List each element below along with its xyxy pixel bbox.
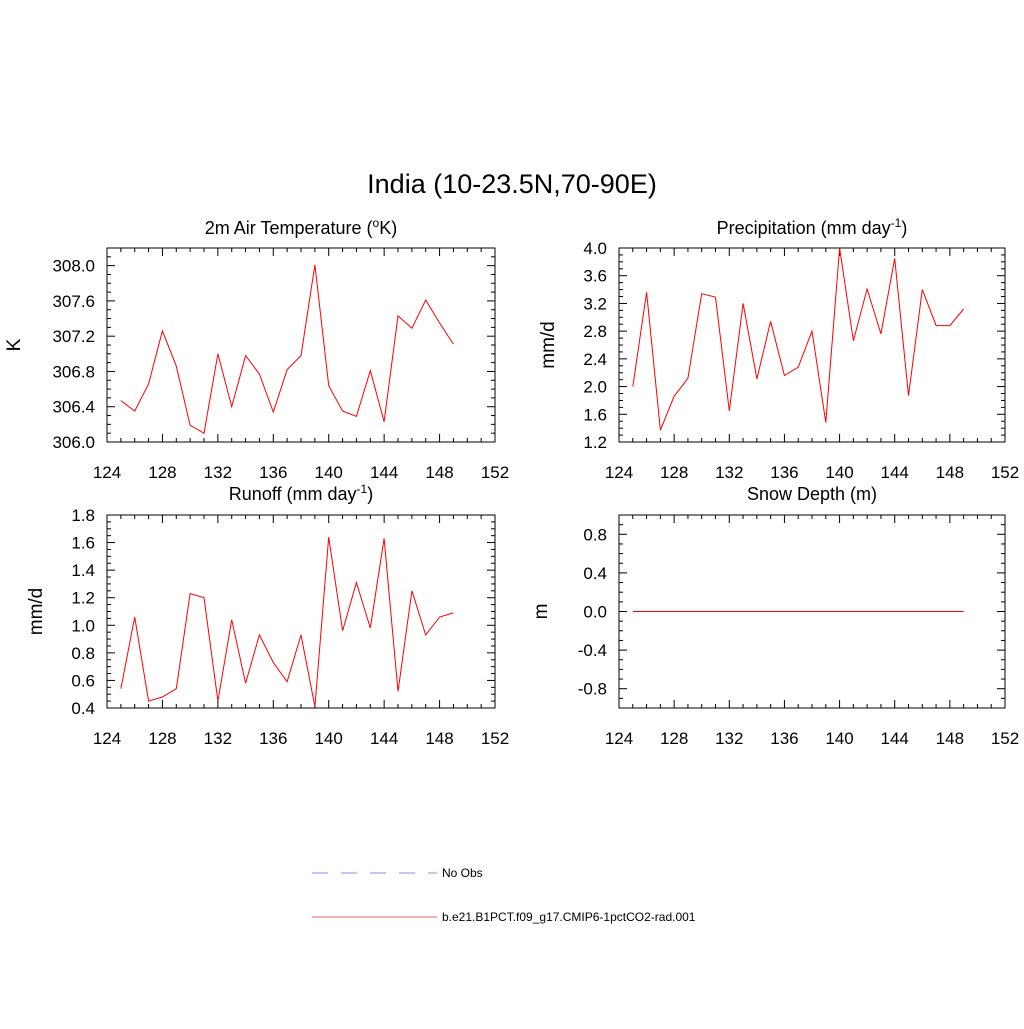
- y-tick-label: 307.6: [52, 292, 95, 311]
- y-tick-label: 0.0: [583, 603, 607, 622]
- panel-title: Runoff (mm day-1): [229, 482, 373, 504]
- x-tick-label: 148: [425, 729, 453, 748]
- x-tick-label: 144: [881, 463, 909, 482]
- y-tick-label: 1.2: [583, 433, 607, 452]
- x-tick-label: 152: [991, 463, 1019, 482]
- y-tick-label: 1.2: [71, 589, 95, 608]
- y-tick-label: 1.0: [71, 616, 95, 635]
- y-tick-label: 2.4: [583, 350, 607, 369]
- y-axis-label: mm/d: [538, 321, 559, 369]
- panel-3: 124 128 132 136 140 144 148 152 0.4 0.6 0.8 1.0 1.2 1…: [26, 482, 509, 748]
- x-tick-label: 132: [204, 463, 232, 482]
- panel-title: Snow Depth (m): [747, 484, 877, 504]
- y-tick-label: 307.2: [52, 327, 95, 346]
- x-tick-label: 128: [660, 729, 688, 748]
- x-tick-label: 140: [825, 463, 853, 482]
- legend: No Obs b.e21.B1PCT.f09_g17.CMIP6-1pctCO2…: [312, 866, 696, 924]
- x-tick-label: 136: [259, 463, 287, 482]
- x-tick-label: 124: [93, 463, 121, 482]
- x-tick-label: 152: [481, 729, 509, 748]
- y-tick-label: 2.8: [583, 322, 607, 341]
- x-tick-label: 128: [660, 463, 688, 482]
- x-tick-label: 148: [936, 729, 964, 748]
- panel-title: 2m Air Temperature (oK): [205, 216, 397, 238]
- x-tick-label: 140: [315, 463, 343, 482]
- x-tick-label: 144: [881, 729, 909, 748]
- x-tick-label: 124: [605, 729, 633, 748]
- y-tick-label: 0.6: [71, 671, 95, 690]
- panels: 124 128 132 136 140 144 148 152 306.0 306.4 306.8 3…: [4, 216, 1019, 748]
- plot-frame: [618, 247, 1006, 443]
- y-tick-label: 3.6: [583, 267, 607, 286]
- y-tick-label: 306.8: [52, 362, 95, 381]
- y-tick-label: 3.2: [583, 294, 607, 313]
- x-tick-label: 152: [991, 729, 1019, 748]
- x-tick-label: 148: [425, 463, 453, 482]
- y-tick-label: 0.8: [71, 644, 95, 663]
- y-axis-label: K: [4, 338, 25, 351]
- panel-2: 124 128 132 136 140 144 148 152 1.2 1.6 2.0 2.4 2.8 3…: [538, 216, 1019, 482]
- plot-frame: [106, 247, 496, 443]
- x-tick-label: 124: [605, 463, 633, 482]
- y-tick-label: 306.4: [52, 398, 95, 417]
- panel-title: Precipitation (mm day-1): [717, 216, 908, 238]
- y-tick-label: 1.6: [583, 405, 607, 424]
- y-tick-label: 1.4: [71, 561, 95, 580]
- x-tick-label: 132: [715, 729, 743, 748]
- y-tick-label: 0.4: [71, 699, 95, 718]
- figure-title: India (10-23.5N,70-90E): [367, 169, 657, 199]
- y-tick-label: 0.8: [583, 525, 607, 544]
- y-tick-label: 4.0: [583, 239, 607, 258]
- series-line-1: [632, 247, 964, 431]
- x-tick-label: 144: [370, 463, 398, 482]
- x-tick-label: 148: [936, 463, 964, 482]
- y-tick-label: -0.8: [578, 680, 607, 699]
- y-axis-label: m: [531, 604, 552, 620]
- x-tick-label: 132: [715, 463, 743, 482]
- y-tick-label: 2.0: [583, 378, 607, 397]
- series-line-1: [120, 264, 454, 434]
- legend-label-no-obs: No Obs: [442, 866, 483, 880]
- x-tick-label: 144: [370, 729, 398, 748]
- y-tick-label: 1.8: [71, 506, 95, 525]
- x-tick-label: 136: [259, 729, 287, 748]
- y-tick-label: 0.4: [583, 564, 607, 583]
- series-line-1: [120, 537, 454, 707]
- plot-frame: [106, 514, 496, 709]
- x-tick-label: 140: [825, 729, 853, 748]
- legend-label-model: b.e21.B1PCT.f09_g17.CMIP6-1pctCO2-rad.00…: [442, 910, 696, 924]
- x-tick-label: 128: [148, 729, 176, 748]
- x-tick-label: 136: [770, 463, 798, 482]
- x-tick-label: 152: [481, 463, 509, 482]
- y-tick-label: 1.6: [71, 534, 95, 553]
- x-tick-label: 136: [770, 729, 798, 748]
- x-tick-label: 124: [93, 729, 121, 748]
- x-tick-label: 132: [204, 729, 232, 748]
- y-tick-label: 306.0: [52, 433, 95, 452]
- x-tick-label: 128: [148, 463, 176, 482]
- x-tick-label: 140: [315, 729, 343, 748]
- panel-4: 124 128 132 136 140 144 148 152 -0.8 -0.4 0.0 0.4 0.…: [531, 484, 1019, 748]
- y-axis-label: mm/d: [26, 588, 47, 636]
- y-tick-label: 308.0: [52, 257, 95, 276]
- y-tick-label: -0.4: [578, 641, 607, 660]
- panel-1: 124 128 132 136 140 144 148 152 306.0 306.4 306.8 3…: [4, 216, 509, 482]
